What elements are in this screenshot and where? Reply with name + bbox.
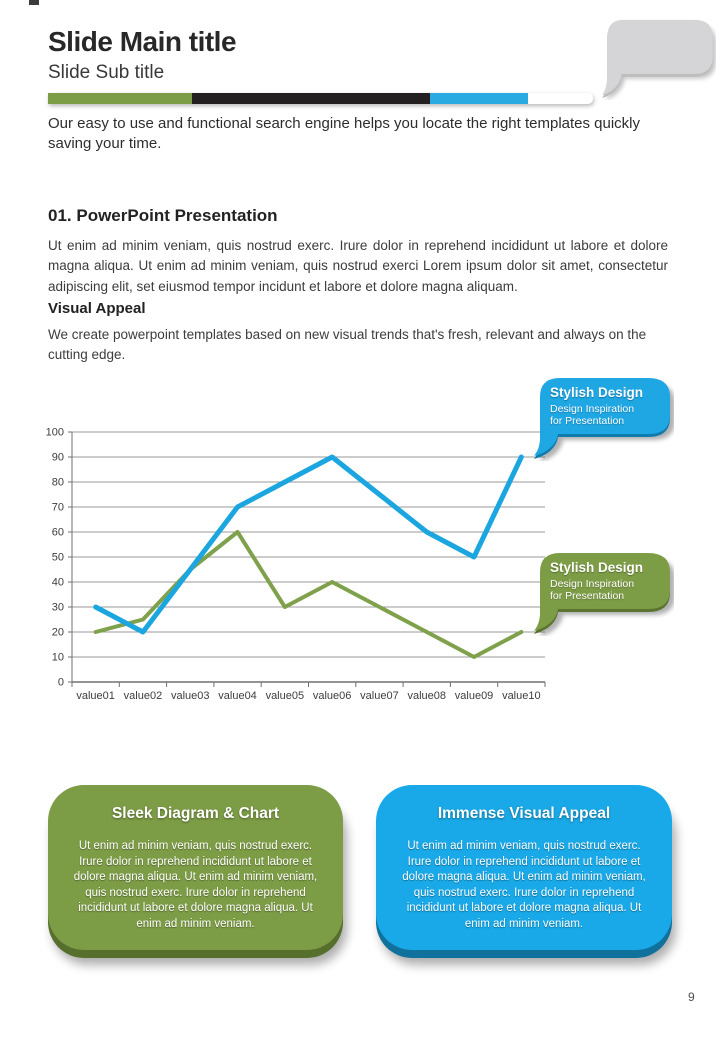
svg-text:value09: value09 xyxy=(455,690,494,702)
svg-text:value10: value10 xyxy=(502,690,541,702)
section-subheading: Visual Appeal xyxy=(48,300,146,317)
svg-text:30: 30 xyxy=(52,602,64,614)
svg-text:100: 100 xyxy=(46,427,64,439)
section-subbody: We create powerpoint templates based on … xyxy=(48,327,647,362)
svg-text:value01: value01 xyxy=(76,690,115,702)
svg-text:value03: value03 xyxy=(171,690,210,702)
bar-segment-black xyxy=(192,93,430,104)
callout-line1: Design Inspiration xyxy=(550,578,635,590)
callout-blue: Stylish Design Design Inspiration for Pr… xyxy=(524,376,674,461)
callout-line1: Design Inspiration xyxy=(550,403,635,415)
svg-text:value05: value05 xyxy=(266,690,305,702)
card-title: Immense Visual Appeal xyxy=(437,805,611,822)
bar-segment-green xyxy=(48,93,192,104)
svg-text:40: 40 xyxy=(52,577,64,589)
section-heading: 01. PowerPoint Presentation xyxy=(48,206,278,225)
callout-green: Stylish Design Design Inspiration for Pr… xyxy=(524,551,674,636)
svg-text:value08: value08 xyxy=(407,690,446,702)
card-immense-visual: Immense Visual Appeal Ut enim ad minim v… xyxy=(376,785,672,950)
card-title: Sleek Diagram & Chart xyxy=(111,805,280,822)
line-chart: 0 10 20 30 40 50 60 70 80 90 100 value01 value02 valu… xyxy=(46,427,546,702)
bar-segment-blue xyxy=(430,93,528,104)
svg-text:10: 10 xyxy=(52,652,64,664)
card-sleek-diagram: Sleek Diagram & Chart Ut enim ad minim v… xyxy=(48,785,343,950)
svg-text:90: 90 xyxy=(52,452,64,464)
page-corner-mark xyxy=(29,0,39,5)
svg-text:value02: value02 xyxy=(124,690,163,702)
page-number: 9 xyxy=(688,990,695,1004)
svg-text:0: 0 xyxy=(58,677,64,689)
callout-title: Stylish Design xyxy=(550,560,644,575)
card-body: Ut enim ad minim veniam, quis nostrud ex… xyxy=(73,840,318,930)
speech-bubble-icon xyxy=(594,18,716,100)
svg-text:60: 60 xyxy=(52,527,64,539)
accent-color-bar xyxy=(48,93,593,104)
svg-text:value07: value07 xyxy=(360,690,399,702)
callout-title: Stylish Design xyxy=(550,385,644,400)
callout-line2: for Presentation xyxy=(550,590,625,603)
bar-segment-white xyxy=(528,93,593,104)
intro-paragraph: Our easy to use and functional search en… xyxy=(48,115,641,152)
svg-text:value06: value06 xyxy=(313,690,352,702)
page-subtitle: Slide Sub title xyxy=(48,62,165,83)
svg-text:20: 20 xyxy=(52,627,64,639)
svg-text:value04: value04 xyxy=(218,690,257,702)
svg-text:70: 70 xyxy=(52,502,64,514)
section-body: Ut enim ad minim veniam, quis nostrud ex… xyxy=(48,238,668,294)
page-title: Slide Main title xyxy=(48,26,237,57)
svg-text:50: 50 xyxy=(52,552,64,564)
callout-line2: for Presentation xyxy=(550,415,625,428)
card-body: Ut enim ad minim veniam, quis nostrud ex… xyxy=(402,840,646,930)
svg-text:80: 80 xyxy=(52,477,64,489)
